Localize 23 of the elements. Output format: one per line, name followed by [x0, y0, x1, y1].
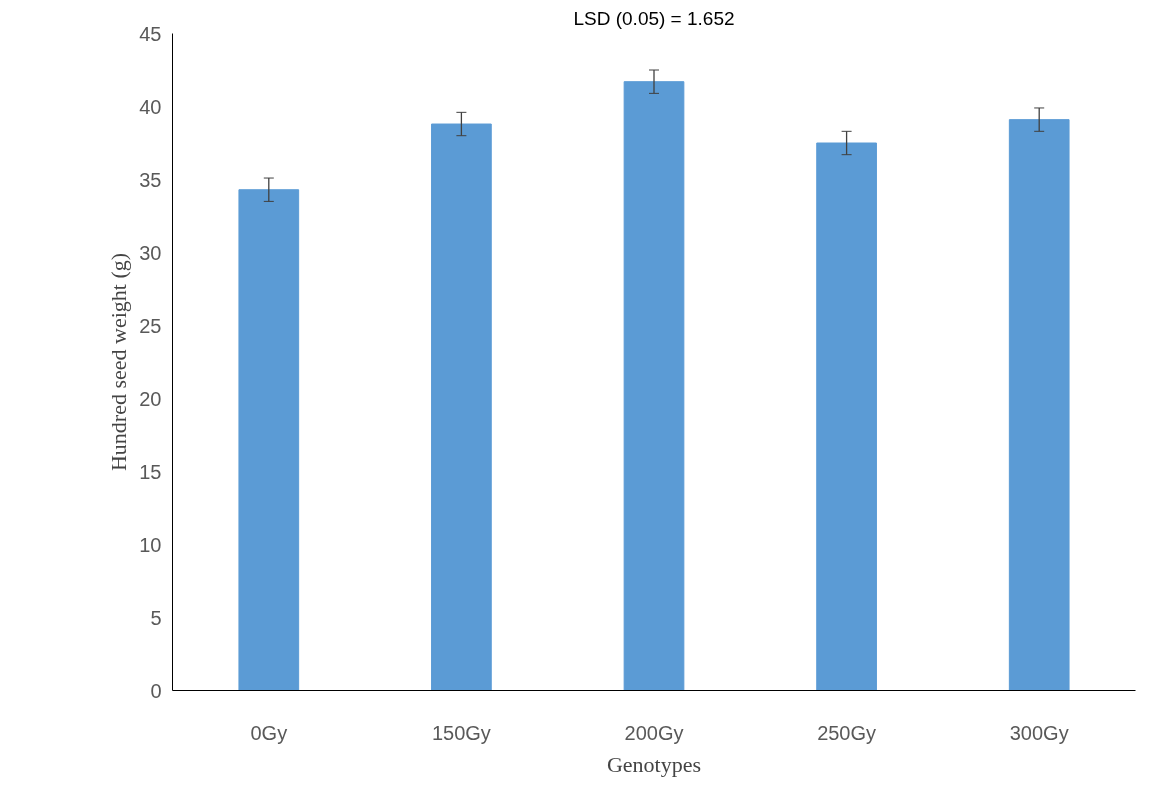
- bar: [238, 189, 300, 691]
- y-tick-label: 30: [139, 241, 162, 264]
- y-tick-label: 25: [139, 314, 162, 337]
- y-tick-label: 0: [150, 679, 162, 702]
- x-tick-label: 200Gy: [624, 721, 684, 744]
- x-tick-label: 300Gy: [1009, 721, 1069, 744]
- y-axis-title: Hundred seed weight (g): [106, 252, 132, 472]
- y-tick-label: 15: [139, 460, 162, 483]
- bar: [623, 81, 685, 691]
- x-tick-label: 150Gy: [431, 721, 491, 744]
- x-tick-label: 250Gy: [817, 721, 877, 744]
- y-tick-label: 10: [139, 533, 162, 556]
- bar: [431, 123, 492, 691]
- bar: [1008, 119, 1070, 691]
- text: LSD (0.05) = 1.652: [573, 7, 735, 29]
- y-tick-label: 35: [139, 168, 162, 191]
- y-tick-label: 20: [139, 387, 162, 410]
- y-tick-label: 45: [139, 22, 162, 45]
- x-axis-title: Genotypes: [606, 751, 702, 777]
- x-tick-label: 0Gy: [250, 721, 288, 744]
- y-tick-label: 5: [150, 606, 162, 629]
- y-tick-label: 40: [139, 95, 162, 118]
- bar: [816, 142, 877, 691]
